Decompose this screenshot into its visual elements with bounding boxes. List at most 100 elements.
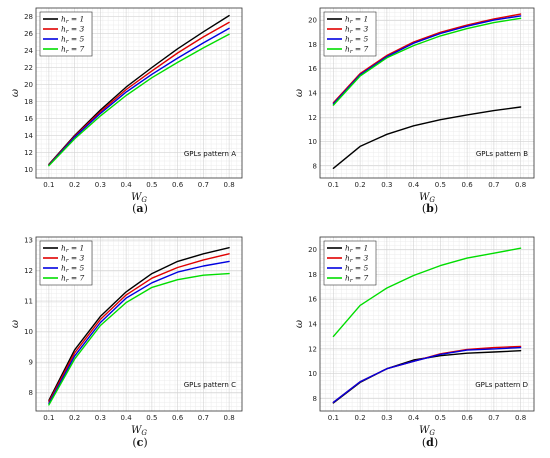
x-tick-label: 0.4 bbox=[121, 414, 133, 422]
y-tick-label: 16 bbox=[24, 115, 33, 123]
pattern-annotation: GPLs pattern C bbox=[184, 381, 236, 389]
x-tick-label: 0.3 bbox=[381, 181, 392, 189]
panel-caption: (c) bbox=[132, 436, 147, 449]
y-tick-label: 22 bbox=[24, 64, 33, 72]
plot-frame bbox=[35, 236, 243, 412]
x-tick-label: 0.8 bbox=[515, 414, 526, 422]
y-tick-label: 10 bbox=[308, 138, 317, 146]
x-tick-label: 0.6 bbox=[172, 181, 184, 189]
legend-entry: hr = 7 bbox=[345, 274, 369, 285]
plot-frame bbox=[319, 236, 535, 412]
x-tick-label: 0.6 bbox=[462, 181, 474, 189]
x-axis-label: WG bbox=[131, 192, 147, 204]
x-tick-label: 0.7 bbox=[198, 181, 209, 189]
legend-entry: hr = 1 bbox=[61, 244, 84, 255]
y-tick-label: 13 bbox=[24, 237, 33, 245]
legend: hr = 1hr = 3hr = 5hr = 7 bbox=[39, 11, 93, 57]
y-tick-label: 10 bbox=[24, 166, 33, 174]
y-tick-label: 11 bbox=[24, 298, 33, 306]
legend-entry: hr = 1 bbox=[61, 15, 84, 26]
major-grid bbox=[320, 8, 534, 178]
pattern-annotation: GPLs pattern B bbox=[476, 150, 528, 158]
pattern-annotation: GPLs pattern A bbox=[184, 150, 236, 158]
x-axis-label: WG bbox=[131, 425, 147, 437]
panel-caption: (a) bbox=[132, 202, 148, 215]
x-tick-label: 0.3 bbox=[95, 414, 106, 422]
plot-frame bbox=[319, 7, 535, 179]
series-line bbox=[48, 246, 230, 401]
x-tick-label: 0.2 bbox=[69, 414, 80, 422]
y-tick-label: 10 bbox=[308, 370, 317, 378]
x-tick-label: 0.4 bbox=[408, 414, 420, 422]
x-tick-label: 0.1 bbox=[43, 414, 54, 422]
x-tick-label: 0.1 bbox=[328, 414, 339, 422]
y-tick-label: 12 bbox=[24, 267, 33, 275]
y-axis-label: ω bbox=[10, 320, 21, 328]
y-tick-label: 18 bbox=[308, 41, 317, 49]
legend-entry: hr = 3 bbox=[345, 254, 369, 265]
series-line bbox=[48, 33, 230, 167]
x-axis-label: WG bbox=[419, 192, 435, 204]
x-tick-label: 0.2 bbox=[69, 181, 80, 189]
x-axis-label: WG bbox=[419, 425, 435, 437]
x-tick-label: 0.7 bbox=[488, 181, 499, 189]
legend-entry: hr = 3 bbox=[345, 25, 369, 35]
y-tick-label: 20 bbox=[308, 246, 317, 254]
y-tick-label: 16 bbox=[308, 65, 317, 73]
x-tick-label: 0.2 bbox=[355, 414, 366, 422]
y-tick-label: 18 bbox=[308, 271, 317, 279]
x-tick-label: 0.3 bbox=[95, 181, 106, 189]
legend-entry: hr = 3 bbox=[61, 25, 85, 35]
y-tick-label: 16 bbox=[308, 296, 317, 304]
x-tick-label: 0.8 bbox=[224, 181, 235, 189]
pattern-annotation: GPLs pattern D bbox=[475, 381, 528, 389]
x-tick-label: 0.2 bbox=[355, 181, 366, 189]
x-tick-label: 0.6 bbox=[462, 414, 474, 422]
x-tick-label: 0.7 bbox=[488, 414, 499, 422]
legend-entry: hr = 7 bbox=[345, 45, 369, 56]
y-axis-label: ω bbox=[294, 89, 305, 97]
y-tick-label: 12 bbox=[308, 114, 317, 122]
y-tick-label: 26 bbox=[24, 30, 33, 38]
x-tick-label: 0.8 bbox=[515, 181, 526, 189]
y-tick-label: 10 bbox=[24, 328, 33, 336]
y-tick-label: 12 bbox=[24, 149, 33, 157]
y-tick-label: 14 bbox=[308, 90, 317, 98]
y-tick-label: 24 bbox=[24, 47, 33, 55]
legend-entry: hr = 1 bbox=[345, 244, 368, 255]
panel-a: 0.1 0.2 0.3 0.4 0.5 0.6 0.7 0.8 10 12 14 16 18 20 22 24… bbox=[10, 7, 243, 215]
y-tick-label: 28 bbox=[24, 13, 33, 21]
y-tick-label: 14 bbox=[24, 132, 33, 140]
series-line bbox=[48, 260, 230, 405]
panel-d: 0.1 0.2 0.3 0.4 0.5 0.6 0.7 0.8 8 10 12 14 16 18 20 WG ω… bbox=[294, 236, 535, 449]
series-line bbox=[48, 21, 230, 166]
plot-frame bbox=[35, 7, 243, 179]
legend: hr = 1hr = 3hr = 5hr = 7 bbox=[323, 240, 377, 286]
y-axis-label: ω bbox=[10, 89, 21, 97]
y-tick-label: 9 bbox=[29, 359, 33, 367]
legend: hr = 1hr = 3hr = 5hr = 7 bbox=[39, 240, 93, 286]
panel-b: 0.1 0.2 0.3 0.4 0.5 0.6 0.7 0.8 8 10 12 14 16 18 20 WG ω… bbox=[294, 7, 535, 215]
y-tick-label: 8 bbox=[313, 395, 317, 403]
y-tick-label: 18 bbox=[24, 98, 33, 106]
y-tick-label: 20 bbox=[308, 17, 317, 25]
x-tick-label: 0.1 bbox=[43, 181, 54, 189]
legend-entry: hr = 7 bbox=[61, 45, 85, 56]
y-axis-label: ω bbox=[294, 320, 305, 328]
legend-entry: hr = 5 bbox=[61, 264, 85, 275]
legend-entry: hr = 5 bbox=[345, 264, 369, 275]
x-tick-label: 0.4 bbox=[121, 181, 133, 189]
series-line bbox=[332, 17, 522, 106]
legend-entry: hr = 5 bbox=[345, 35, 369, 46]
x-tick-label: 0.5 bbox=[435, 181, 446, 189]
legend: hr = 1hr = 3hr = 5hr = 7 bbox=[323, 11, 377, 57]
series-line bbox=[48, 272, 230, 406]
series-line bbox=[332, 13, 522, 104]
x-tick-label: 0.3 bbox=[381, 414, 392, 422]
series-line bbox=[332, 346, 522, 403]
series-line bbox=[332, 106, 522, 170]
series-line bbox=[332, 15, 522, 105]
x-tick-label: 0.6 bbox=[172, 414, 184, 422]
x-tick-label: 0.7 bbox=[198, 414, 209, 422]
y-tick-label: 12 bbox=[308, 345, 317, 353]
